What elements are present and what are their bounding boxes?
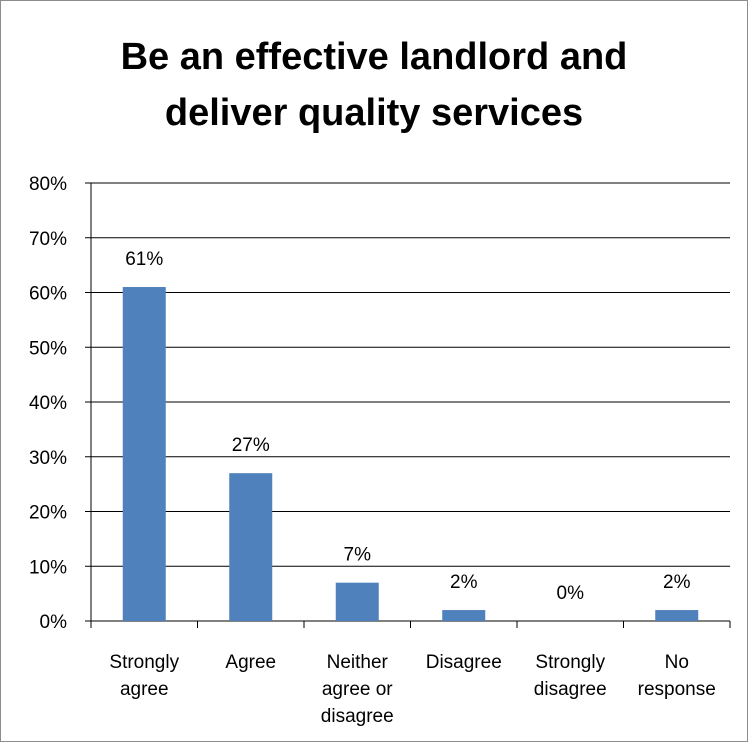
bar xyxy=(442,610,486,621)
category-label: Neither agree or disagree xyxy=(321,652,394,727)
data-label: 7% xyxy=(344,545,372,566)
category-label-line: Agree xyxy=(225,652,276,673)
category-label: Agree xyxy=(225,652,276,673)
bar xyxy=(122,287,166,621)
category-label: Strongly disagree xyxy=(534,652,607,700)
y-tick-label: 10% xyxy=(29,557,67,578)
chart-title-line-2: deliver quality services xyxy=(164,92,584,134)
data-label: 0% xyxy=(557,583,585,604)
y-tick-label: 60% xyxy=(29,284,67,305)
y-tick-label: 70% xyxy=(29,229,67,250)
category-label: Strongly agree xyxy=(109,652,179,700)
category-label-line: No xyxy=(665,652,689,673)
category-label-line: disagree xyxy=(534,679,607,700)
y-tick-label: 50% xyxy=(29,338,67,359)
bar xyxy=(335,582,379,621)
data-label: 61% xyxy=(125,249,163,270)
category-label-line: disagree xyxy=(321,706,394,727)
data-label: 2% xyxy=(450,572,478,593)
category-label-line: Neither xyxy=(327,652,389,673)
y-tick-label: 0% xyxy=(40,612,68,633)
y-tick-label: 30% xyxy=(29,448,67,469)
category-label-line: response xyxy=(638,679,716,700)
category-label-line: Disagree xyxy=(426,652,502,673)
bar xyxy=(655,610,699,621)
category-label-line: Strongly xyxy=(109,652,179,673)
chart-title-line-1: Be an effective landlord and xyxy=(120,36,628,78)
chart-title: Be an effective landlord and deliver qua… xyxy=(1,29,747,141)
category-label-line: agree xyxy=(120,679,169,700)
category-label: Disagree xyxy=(426,652,502,673)
category-label-line: Strongly xyxy=(535,652,605,673)
y-tick-label: 20% xyxy=(29,503,67,524)
data-label: 2% xyxy=(663,572,691,593)
y-tick-label: 80% xyxy=(29,174,67,195)
y-tick-label: 40% xyxy=(29,393,67,414)
bar xyxy=(229,473,273,621)
category-label: No response xyxy=(638,652,716,700)
data-label: 27% xyxy=(232,435,270,456)
category-label-line: agree or xyxy=(322,679,393,700)
